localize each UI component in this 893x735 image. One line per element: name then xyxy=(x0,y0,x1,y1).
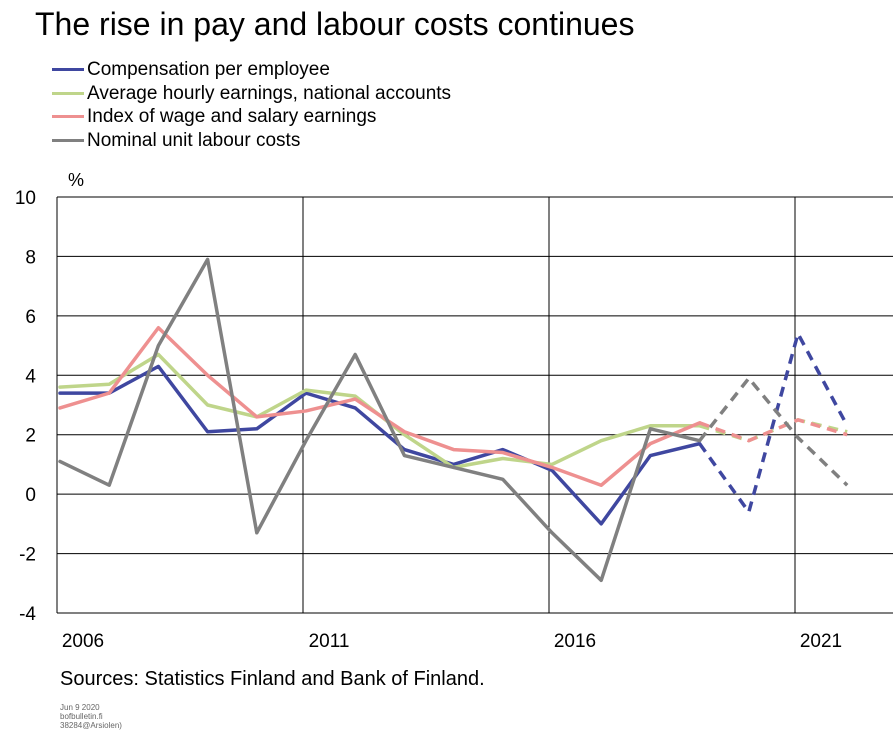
footnote-id: 38284@Arsiolen) xyxy=(60,721,122,730)
y-tick-label: -2 xyxy=(19,545,36,566)
legend-label-wage-index: Index of wage and salary earnings xyxy=(87,106,377,127)
chart-legend: Compensation per employee Average hourly… xyxy=(52,58,451,152)
legend-swatch-unit-labour-costs xyxy=(52,138,84,142)
legend-swatch-compensation xyxy=(52,68,84,72)
legend-label-hourly-earnings: Average hourly earnings, national accoun… xyxy=(87,82,452,104)
x-tick-label: 2016 xyxy=(554,631,596,652)
footnote-site: bofbulletin.fi xyxy=(60,712,103,721)
series-line-2 xyxy=(58,325,702,487)
series-line-1 xyxy=(58,352,702,470)
footnote: Jun 9 2020 bofbulletin.fi 38284@Arsiolen… xyxy=(60,703,122,730)
legend-item-compensation: Compensation per employee xyxy=(52,58,451,82)
series-forecast-line-0 xyxy=(698,331,849,514)
chart-title: The rise in pay and labour costs continu… xyxy=(35,6,635,42)
y-tick-label: 6 xyxy=(25,307,36,328)
legend-item-unit-labour-costs: Nominal unit labour costs xyxy=(52,129,451,153)
sources-note: Sources: Statistics Finland and Bank of … xyxy=(60,668,485,690)
legend-swatch-hourly-earnings xyxy=(52,91,84,95)
x-tick-label: 2011 xyxy=(309,631,350,652)
footnote-date: Jun 9 2020 xyxy=(60,703,100,712)
legend-label-unit-labour-costs: Nominal unit labour costs xyxy=(87,129,301,151)
legend-item-wage-index: Index of wage and salary earnings xyxy=(52,105,451,129)
y-tick-label: 8 xyxy=(25,247,36,268)
y-tick-label: 4 xyxy=(25,366,36,387)
legend-label-compensation: Compensation per employee xyxy=(87,59,330,80)
y-tick-label: -4 xyxy=(19,604,36,625)
series-forecast-line-3 xyxy=(698,376,849,487)
x-tick-label: 2021 xyxy=(800,631,842,652)
y-tick-label: 0 xyxy=(25,485,36,506)
y-tick-label: 10 xyxy=(15,188,36,209)
x-tick-label: 2006 xyxy=(62,631,104,652)
series-forecast-line-2 xyxy=(699,418,848,443)
y-axis-unit-label: % xyxy=(68,170,85,190)
y-tick-label: 2 xyxy=(25,426,36,447)
legend-item-hourly-earnings: Average hourly earnings, national accoun… xyxy=(52,82,451,106)
line-chart: 10 8 6 4 2 0 -2 -4 2006 2011 2016 2021 xyxy=(15,188,893,652)
series-line-0 xyxy=(58,364,702,526)
legend-swatch-wage-index xyxy=(52,115,84,119)
series-line-3 xyxy=(58,257,702,583)
